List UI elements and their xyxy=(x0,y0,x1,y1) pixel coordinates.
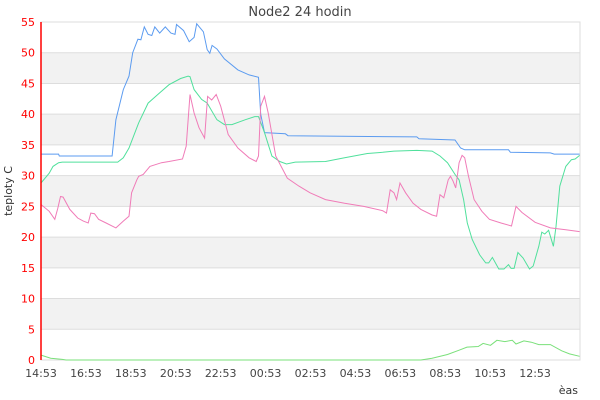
y-tick-label: 0 xyxy=(28,354,35,367)
grid-band xyxy=(41,175,580,207)
x-tick-label: 08:53 xyxy=(429,367,461,380)
grid-band xyxy=(41,237,580,268)
x-tick-label: 20:53 xyxy=(160,367,192,380)
grid-band xyxy=(41,114,580,145)
y-axis-label: teploty C xyxy=(2,166,15,216)
grid-band xyxy=(41,52,580,84)
y-tick-label: 10 xyxy=(21,293,35,306)
x-tick-label: 06:53 xyxy=(384,367,416,380)
series-line-4 xyxy=(40,339,580,361)
x-tick-label: 18:53 xyxy=(115,367,147,380)
x-axis-label: èas xyxy=(559,384,579,397)
series-line-1 xyxy=(41,22,580,157)
y-tick-label: 45 xyxy=(21,77,35,90)
y-tick-label: 20 xyxy=(21,231,35,244)
x-tick-label: 02:53 xyxy=(295,367,327,380)
y-tick-label: 55 xyxy=(21,16,35,29)
y-tick-label: 35 xyxy=(21,139,35,152)
series-line-2 xyxy=(40,75,580,270)
y-axis-ticks: 0 5 10 15 20 25 30 35 40 45 50 55 xyxy=(21,16,35,367)
x-tick-label: 00:53 xyxy=(250,367,282,380)
chart-title: Node2 24 hodin xyxy=(248,5,351,20)
x-tick-label: 10:53 xyxy=(474,367,506,380)
series-line-3 xyxy=(40,93,580,233)
series-lines xyxy=(40,22,580,361)
grid-band xyxy=(41,298,580,330)
x-tick-label: 22:53 xyxy=(205,367,237,380)
y-tick-label: 50 xyxy=(21,47,35,60)
y-tick-label: 30 xyxy=(21,170,35,183)
y-tick-label: 5 xyxy=(28,323,35,336)
grid-bands xyxy=(41,52,580,330)
y-tick-label: 40 xyxy=(21,108,35,121)
x-tick-label: 04:53 xyxy=(340,367,372,380)
y-tick-label: 25 xyxy=(21,200,35,213)
x-tick-label: 14:53 xyxy=(25,367,57,380)
x-tick-label: 16:53 xyxy=(70,367,102,380)
x-axis-ticks: 14:53 16:53 18:53 20:53 22:53 00:53 02:53 04:53… xyxy=(25,367,551,380)
x-tick-label: 12:53 xyxy=(519,367,551,380)
y-tick-label: 15 xyxy=(21,262,35,275)
